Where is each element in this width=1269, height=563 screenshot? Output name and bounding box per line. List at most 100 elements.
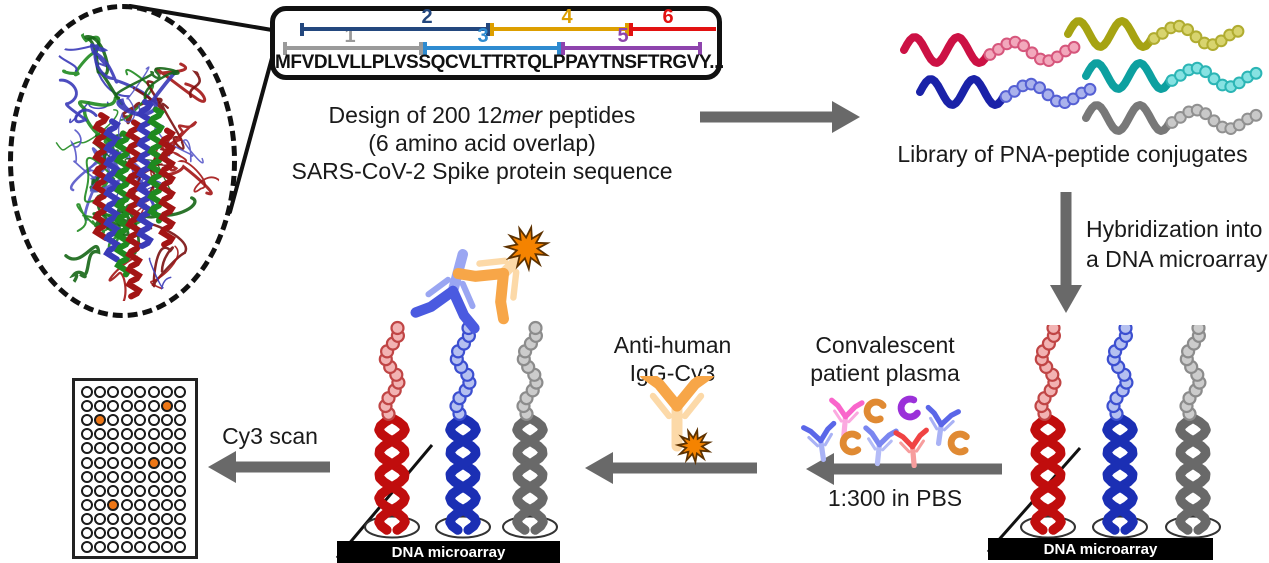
scan-spot [160, 386, 173, 399]
scan-spot [94, 442, 107, 455]
scan-spot [120, 456, 133, 469]
scan-spot [107, 456, 120, 469]
segment-number-1: 1 [344, 25, 356, 47]
scan-spot [80, 386, 93, 399]
arrow-igg-to-array [585, 452, 757, 484]
scan-spot [107, 541, 120, 554]
scan-spot [147, 428, 160, 441]
scan-spot [80, 484, 93, 497]
scan-grid-row [80, 470, 190, 484]
scan-spot [120, 386, 133, 399]
scan-grid-row [80, 526, 190, 540]
scan-spot [147, 400, 160, 413]
scan-spot [174, 498, 187, 511]
spike-protein-ribbon-structure [49, 21, 220, 301]
scan-grid-row [80, 498, 190, 512]
scan-spot [147, 526, 160, 539]
scan-spot [94, 541, 107, 554]
plasma-antibody-icon [925, 404, 961, 447]
scan-spot [134, 541, 147, 554]
scan-spot [160, 414, 173, 427]
pna-peptide-conjugate-olive [1064, 17, 1245, 51]
scan-spot [174, 400, 187, 413]
scan-spot [80, 470, 93, 483]
design-caption-line2: (6 amino acid overlap) [368, 130, 596, 156]
scan-spot [174, 484, 187, 497]
scan-spot [147, 498, 160, 511]
scan-spot [80, 498, 93, 511]
spike-sequence-text: MFVDLVLLPLVSSQCVLTTRTQLPPAYTNSFTRGVY... [275, 52, 724, 73]
segment-number-5: 5 [617, 25, 629, 47]
scan-spot-positive [147, 456, 160, 469]
scan-spot [120, 470, 133, 483]
scan-spot [147, 386, 160, 399]
scan-spot [174, 428, 187, 441]
scan-spot [120, 442, 133, 455]
arrow-plasma-to-array [806, 453, 1002, 485]
peptide-segment-brackets: 1 2 3 4 5 6 [275, 7, 717, 75]
plasma-antibody-icon [801, 420, 837, 463]
scan-spot-positive [94, 414, 107, 427]
sequence-segment-5 [561, 41, 702, 55]
scan-spot [134, 456, 147, 469]
sequence-segment-3 [423, 41, 561, 55]
scan-spot [160, 428, 173, 441]
scan-spot [134, 498, 147, 511]
scan-spot [160, 541, 173, 554]
scan-spot [174, 541, 187, 554]
scan-spot [147, 484, 160, 497]
scan-spot [160, 498, 173, 511]
plasma-complement-icon [839, 430, 862, 456]
cy3-starburst-icon [674, 426, 713, 466]
plasma-complement-icon [897, 395, 921, 421]
scan-spot [107, 484, 120, 497]
scan-spot [134, 484, 147, 497]
scan-spot-positive [160, 400, 173, 413]
scan-spot [80, 526, 93, 539]
scan-spot [160, 512, 173, 525]
scan-spot [174, 470, 187, 483]
scan-spot [94, 484, 107, 497]
dna-microarray-bar-label: DNA microarray [392, 544, 506, 561]
arrow-to-library [700, 101, 860, 133]
segment-number-3: 3 [477, 25, 489, 47]
scan-spot [120, 541, 133, 554]
scan-spot [107, 386, 120, 399]
bound-human-igg-icon [410, 249, 480, 334]
plasma-complement-icon [947, 430, 970, 456]
plasma-caption-line2: patient plasma [810, 360, 960, 386]
scan-spot [94, 526, 107, 539]
scan-spot [107, 512, 120, 525]
plasma-caption: Convalescent patient plasma [790, 331, 980, 387]
sequence-segment-2 [300, 22, 490, 36]
design-caption-line1: Design of 200 12mer peptides [328, 102, 636, 128]
sequence-segment-1 [283, 41, 423, 55]
segment-number-2: 2 [421, 6, 433, 28]
scan-grid-row [80, 427, 190, 441]
scan-grid-row [80, 540, 190, 554]
scan-spot [174, 456, 187, 469]
scan-spot [107, 442, 120, 455]
library-caption: Library of PNA-peptide conjugates [897, 141, 1248, 167]
scan-spot [174, 526, 187, 539]
scan-spot [174, 512, 187, 525]
scan-spot [160, 484, 173, 497]
scan-spot [147, 512, 160, 525]
scan-spot [120, 414, 133, 427]
scan-spot [80, 400, 93, 413]
design-caption-line3: SARS-CoV-2 Spike protein sequence [291, 158, 673, 184]
pna-peptide-conjugate-navy [916, 75, 1097, 109]
scan-spot [134, 526, 147, 539]
sequence-segment-6 [629, 22, 716, 36]
scan-spot [160, 470, 173, 483]
scan-spot [94, 512, 107, 525]
plasma-dilution-label: 1:300 in PBS [827, 485, 963, 511]
scan-spot [120, 484, 133, 497]
scan-grid-row [80, 413, 190, 427]
scan-spot [120, 498, 133, 511]
scan-spot [94, 386, 107, 399]
scan-spot [120, 512, 133, 525]
scan-spot [174, 414, 187, 427]
hybridization-caption: Hybridization into a DNA microarray [1086, 214, 1269, 274]
